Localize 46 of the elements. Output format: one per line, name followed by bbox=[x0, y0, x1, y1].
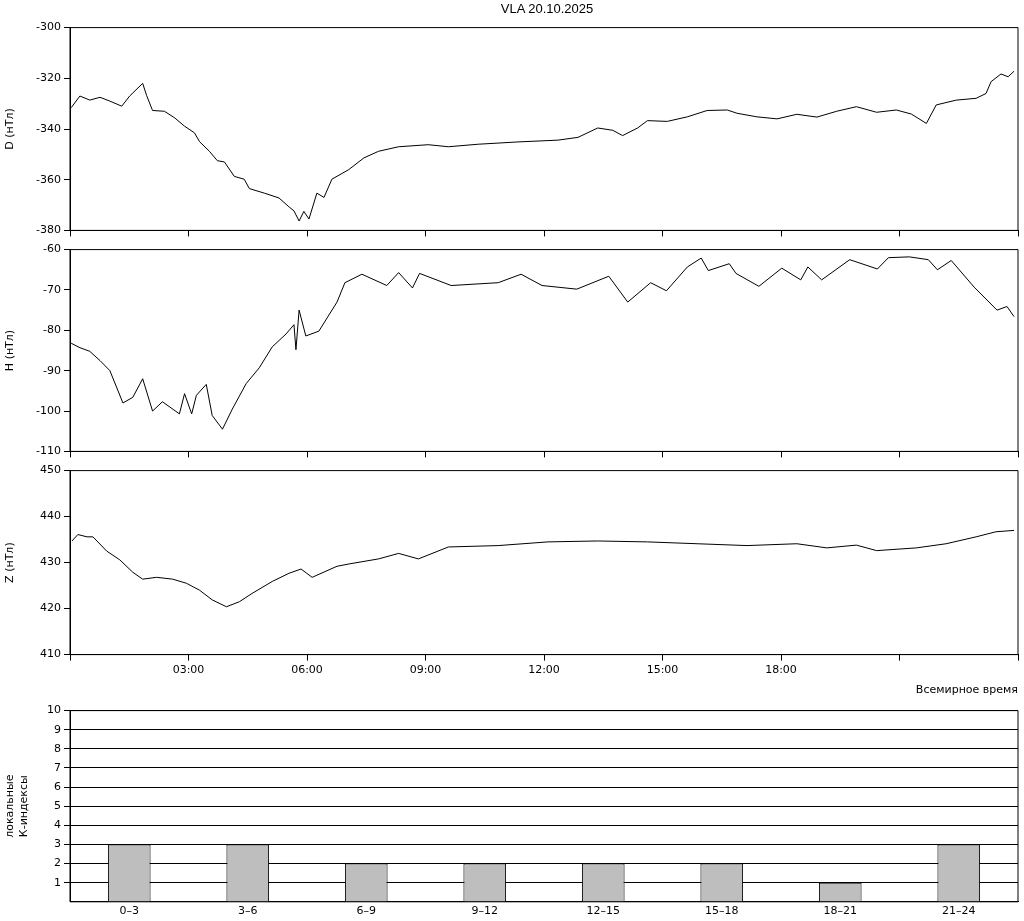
y-tick-label: 7 bbox=[54, 760, 61, 774]
y-tick-label: 5 bbox=[54, 799, 61, 813]
y-tick-label: -300 bbox=[36, 20, 61, 34]
x-tick-label: 06:00 bbox=[291, 663, 323, 677]
y-tick-label: -320 bbox=[36, 71, 61, 85]
y-tick-label: 1 bbox=[54, 875, 61, 889]
x-tick-label: 3–6 bbox=[238, 904, 258, 918]
y-tick-label: 10 bbox=[47, 703, 61, 717]
x-tick-label: 6–9 bbox=[356, 904, 376, 918]
y-tick-label: -80 bbox=[43, 323, 61, 337]
chart-title: VLA 20.10.2025 bbox=[499, 0, 595, 18]
y-axis-title: D (нТл) bbox=[3, 108, 17, 150]
x-tick-label: 15:00 bbox=[646, 663, 679, 677]
y-tick-label: -100 bbox=[36, 403, 61, 417]
x-axis-title: Всемирное время bbox=[915, 683, 1018, 697]
y-tick-label: -90 bbox=[43, 363, 61, 377]
y-tick-label: 430 bbox=[40, 555, 61, 569]
y-tick-label: 410 bbox=[40, 647, 61, 661]
y-tick-label: -110 bbox=[36, 444, 61, 458]
x-tick-label: 12–15 bbox=[586, 904, 620, 918]
y-axis-title: локальные К-индексы bbox=[3, 774, 30, 838]
x-tick-label: 9–12 bbox=[471, 904, 498, 918]
y-tick-label: 9 bbox=[54, 722, 61, 736]
y-tick-label: 3 bbox=[54, 837, 61, 851]
y-tick-label: 8 bbox=[54, 741, 61, 755]
y-tick-label: 420 bbox=[40, 601, 61, 615]
y-axis-title: H (нТл) bbox=[3, 329, 17, 372]
y-tick-label: -380 bbox=[36, 223, 61, 237]
y-tick-label: 6 bbox=[54, 779, 61, 793]
y-axis-title: Z (нТл) bbox=[3, 542, 17, 583]
y-tick-label: -70 bbox=[43, 282, 61, 296]
y-tick-label: -340 bbox=[36, 121, 61, 135]
x-tick-label: 03:00 bbox=[172, 663, 205, 677]
y-tick-label: 440 bbox=[40, 509, 61, 523]
x-tick-label: 18:00 bbox=[765, 663, 797, 677]
x-tick-label: 0–3 bbox=[119, 904, 139, 918]
x-tick-label: 18–21 bbox=[823, 904, 857, 918]
x-tick-label: 09:00 bbox=[409, 663, 442, 677]
y-tick-label: 4 bbox=[54, 818, 61, 832]
y-tick-label: 2 bbox=[54, 856, 61, 870]
y-tick-label: -360 bbox=[36, 172, 61, 186]
x-tick-label: 12:00 bbox=[528, 663, 560, 677]
y-tick-label: -60 bbox=[43, 242, 61, 256]
x-tick-label: 21–24 bbox=[942, 904, 976, 918]
y-tick-label: 450 bbox=[40, 463, 61, 477]
x-tick-label: 15–18 bbox=[705, 904, 739, 918]
